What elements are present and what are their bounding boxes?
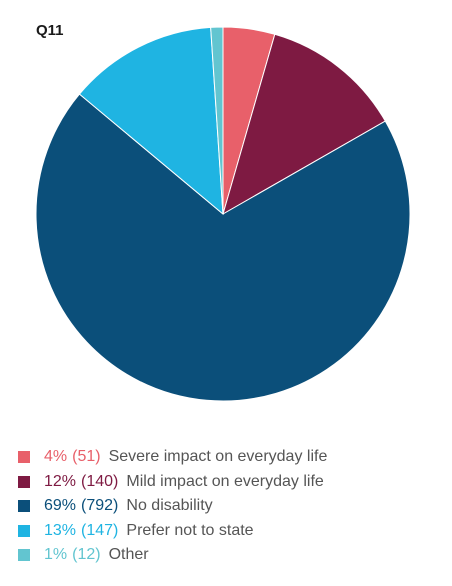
legend-swatch-severe-impact: [18, 451, 30, 464]
legend-label-mild-impact: Mild impact on everyday life: [126, 472, 324, 490]
legend-percent-no-disability: 69%: [44, 497, 77, 515]
pie-slices: [35, 26, 411, 402]
legend-percent-mild-impact: 12%: [44, 472, 77, 490]
pie-slice-other: [210, 26, 224, 215]
legend-label-prefer-not-to-state: Prefer not to state: [126, 521, 254, 539]
pie-chart: [35, 26, 411, 402]
legend-count-other: (12): [72, 546, 101, 564]
legend-label-other: Other: [108, 546, 149, 564]
legend-item-prefer-not-to-state: 13% (147) Prefer not to state: [18, 519, 327, 544]
chart-title: Q11: [36, 22, 64, 39]
pie-slice-mild-impact: [222, 33, 386, 216]
legend-item-other: 1% (12) Other: [18, 543, 327, 568]
legend-count-mild-impact: (140): [81, 472, 119, 490]
legend-item-no-disability: 69% (792) No disability: [18, 494, 327, 519]
legend: 4% (51) Severe impact on everyday life 1…: [18, 445, 327, 568]
legend-swatch-no-disability: [18, 500, 30, 513]
legend-swatch-prefer-not-to-state: [18, 524, 30, 537]
legend-count-prefer-not-to-state: (147): [81, 521, 119, 539]
legend-swatch-mild-impact: [18, 475, 30, 488]
legend-percent-prefer-not-to-state: 13%: [44, 521, 77, 539]
legend-item-mild-impact: 12% (140) Mild impact on everyday life: [18, 470, 327, 495]
legend-swatch-other: [18, 549, 30, 562]
pie-slice-no-disability: [35, 93, 411, 402]
pie-slice-prefer-not-to-state: [78, 26, 224, 216]
legend-label-severe-impact: Severe impact on everyday life: [108, 448, 328, 466]
legend-percent-other: 1%: [44, 546, 68, 564]
legend-percent-severe-impact: 4%: [44, 448, 68, 466]
legend-count-severe-impact: (51): [72, 448, 101, 466]
legend-label-no-disability: No disability: [126, 497, 213, 515]
legend-count-no-disability: (792): [81, 497, 119, 515]
legend-item-severe-impact: 4% (51) Severe impact on everyday life: [18, 445, 327, 470]
